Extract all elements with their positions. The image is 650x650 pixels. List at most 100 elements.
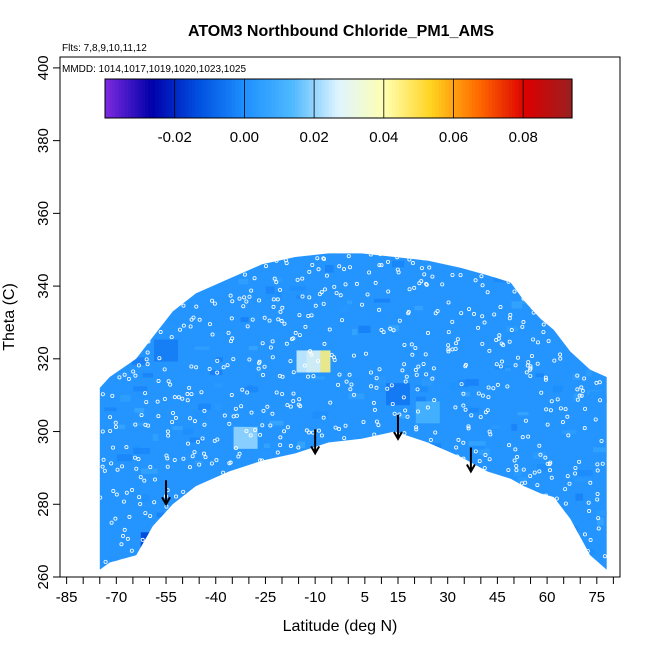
y-axis-label: Theta (C) — [1, 283, 18, 351]
heatmap-cell — [194, 460, 203, 464]
flight-track-point — [432, 487, 437, 492]
colorbar-segment — [285, 79, 290, 118]
flight-track-point — [265, 404, 270, 409]
flight-track-point — [108, 415, 113, 420]
flight-track-point — [197, 317, 202, 322]
heatmap-cell — [131, 357, 148, 365]
colorbar-segment — [481, 79, 486, 118]
flight-track-point — [284, 254, 289, 259]
flight-track-point — [430, 498, 435, 503]
colorbar-tick-label: 0.08 — [509, 129, 538, 146]
flight-track-point — [185, 254, 190, 259]
flight-track-point — [536, 253, 541, 257]
flight-track-point — [256, 366, 261, 371]
flight-track-point — [554, 268, 559, 273]
flight-track-point — [375, 447, 380, 452]
colorbar-segment — [295, 79, 300, 118]
flight-track-point — [389, 536, 394, 541]
colorbar-segment — [208, 79, 213, 118]
flight-track-point — [342, 267, 347, 272]
flight-track-point — [237, 296, 242, 301]
flight-track-point — [492, 312, 497, 317]
flight-track-point — [306, 313, 311, 318]
flight-track-point — [252, 547, 257, 552]
flight-track-point — [144, 400, 149, 405]
heatmap-cell — [415, 385, 429, 393]
colorbar-segment — [301, 79, 306, 118]
flight-track-point — [158, 330, 163, 335]
flight-track-point — [452, 482, 457, 487]
flight-track-point — [133, 455, 138, 460]
flight-track-point — [318, 489, 323, 494]
flight-track-point — [352, 392, 357, 397]
flight-track-point — [274, 280, 279, 285]
flight-track-point — [558, 352, 563, 357]
heatmap-cell — [380, 496, 393, 502]
x-tick-label: 45 — [489, 589, 506, 606]
flight-track-point — [247, 294, 252, 299]
flight-track-point — [108, 279, 113, 284]
flight-track-point — [372, 552, 377, 557]
flight-track-point — [303, 560, 308, 565]
flight-track-point — [482, 466, 487, 471]
flight-track-point — [349, 461, 354, 466]
flight-track-point — [273, 556, 278, 561]
flight-track-point — [372, 407, 377, 412]
flight-track-point — [595, 562, 600, 567]
flight-track-point — [545, 528, 550, 533]
colorbar-segment — [391, 79, 396, 118]
flight-track-point — [365, 549, 370, 554]
colorbar-segment — [551, 79, 556, 118]
flight-track-point — [354, 452, 359, 457]
flight-track-point — [524, 539, 529, 544]
flight-track-point — [519, 253, 524, 258]
flight-track-point — [535, 340, 540, 345]
flight-track-point — [409, 510, 414, 515]
flight-track-point — [344, 379, 349, 384]
flight-track-point — [270, 355, 275, 360]
colorbar-segment — [491, 79, 496, 118]
heatmap-cell — [319, 482, 330, 490]
arrow-marker — [161, 480, 171, 507]
heatmap-cell — [517, 412, 529, 416]
flight-track-point — [113, 322, 118, 327]
y-tick-label: 260 — [35, 564, 52, 589]
flight-track-point — [117, 296, 122, 301]
colorbar-segment — [415, 79, 420, 118]
flight-track-point — [400, 527, 405, 532]
colorbar-segment — [535, 79, 540, 118]
flight-track-point — [493, 543, 498, 548]
flight-track-point — [100, 392, 105, 397]
heatmap-cell — [562, 430, 577, 435]
flight-track-point — [381, 330, 386, 335]
flight-track-point — [547, 272, 552, 277]
flight-track-point — [379, 327, 384, 332]
flight-track-point — [420, 563, 425, 568]
colorbar-segment — [508, 79, 513, 118]
colorbar-segment — [308, 79, 313, 118]
y-tick-label: 340 — [35, 274, 52, 299]
flight-track-point — [165, 429, 170, 434]
heatmap-cell — [297, 441, 306, 448]
flight-track-point — [473, 487, 478, 492]
flight-track-point — [520, 435, 525, 440]
colorbar-segment — [345, 79, 350, 118]
heatmap-cell — [108, 354, 120, 360]
flight-track-point — [138, 502, 143, 507]
flight-track-point — [307, 295, 312, 300]
flight-track-point — [480, 283, 485, 288]
heatmap-cell — [391, 260, 405, 268]
flight-track-point — [438, 463, 443, 468]
flight-track-point — [260, 423, 265, 428]
flight-track-point — [322, 257, 327, 262]
heatmap-cell — [373, 298, 391, 303]
heatmap-cell — [391, 508, 403, 516]
flight-track-point — [379, 263, 384, 268]
flight-track-point — [584, 255, 589, 260]
flight-track-point — [397, 412, 402, 417]
flight-track-point — [210, 332, 215, 337]
flight-track-point — [108, 253, 113, 258]
heatmap-cell — [564, 281, 571, 289]
flight-track-point — [402, 342, 407, 347]
flight-track-point — [329, 353, 334, 358]
